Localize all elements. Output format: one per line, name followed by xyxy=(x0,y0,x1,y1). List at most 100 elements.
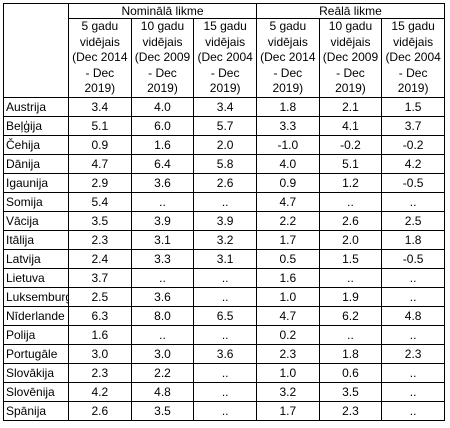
value-cell: -0.5 xyxy=(381,173,445,193)
value-cell: 3.7 xyxy=(68,268,132,288)
value-cell: 2.3 xyxy=(318,401,383,421)
table-row: Igaunija 2.9 3.6 2.6 0.9 1.2 -0.5 xyxy=(3,173,445,193)
sub-header: 5 gadu vidējais (Dec 2014 - Dec 2019) xyxy=(255,18,320,98)
table-row: Austrija 3.4 4.0 3.4 1.8 2.1 1.5 xyxy=(3,97,445,117)
value-cell: .. xyxy=(318,268,383,288)
value-cell: 2.1 xyxy=(318,97,383,117)
table-row: Polija 1.6.... 0.2.... xyxy=(3,325,445,345)
value-cell: .. xyxy=(193,192,257,212)
country-cell: Čehija xyxy=(3,135,69,155)
value-cell: 3.0 xyxy=(130,344,195,364)
country-cell: Polija xyxy=(3,325,69,345)
sub-header: 10 gadu vidējais (Dec 2009 - Dec 2019) xyxy=(318,18,383,98)
value-cell: 1.8 xyxy=(381,230,445,250)
value-cell: 0.2 xyxy=(255,325,320,345)
table-row: Somija 5.4.... 4.7.... xyxy=(3,192,445,212)
value-cell: 2.3 xyxy=(381,344,445,364)
value-cell: 3.5 xyxy=(130,401,195,421)
value-cell: 2.2 xyxy=(130,363,195,383)
country-cell: Latvija xyxy=(3,249,69,269)
country-cell: Dānija xyxy=(3,154,69,174)
value-cell: 4.8 xyxy=(130,382,195,402)
value-cell: .. xyxy=(193,401,257,421)
pension-returns-table: Nominālā likme Reālā likme 5 gadu vidēja… xyxy=(3,3,445,421)
group-header-real: Reālā likme xyxy=(255,3,445,19)
value-cell: 1.6 xyxy=(130,135,195,155)
value-cell: 2.3 xyxy=(255,344,320,364)
value-cell: 2.0 xyxy=(318,230,383,250)
country-cell: Lietuva xyxy=(3,268,69,288)
value-cell: -0.2 xyxy=(381,135,445,155)
country-cell: Austrija xyxy=(3,97,69,117)
value-cell: 3.9 xyxy=(130,211,195,231)
value-cell: 1.5 xyxy=(318,249,383,269)
value-cell: 1.6 xyxy=(255,268,320,288)
value-cell: .. xyxy=(381,287,445,307)
value-cell: 0.5 xyxy=(255,249,320,269)
corner-cell xyxy=(3,3,69,98)
value-cell: 1.2 xyxy=(318,173,383,193)
value-cell: 2.6 xyxy=(318,211,383,231)
value-cell: .. xyxy=(381,192,445,212)
value-cell: 1.7 xyxy=(255,401,320,421)
value-cell: .. xyxy=(381,363,445,383)
value-cell: 5.7 xyxy=(193,116,257,136)
value-cell: 3.6 xyxy=(130,173,195,193)
country-cell: Itālija xyxy=(3,230,69,250)
value-cell: .. xyxy=(130,268,195,288)
table-body: Austrija 3.4 4.0 3.4 1.8 2.1 1.5 Beļģija 5.1 6.0 5… xyxy=(3,97,445,421)
table-row: Beļģija 5.1 6.0 5.7 3.3 4.1 3.7 xyxy=(3,116,445,136)
table-row: Dānija 4.7 6.4 5.8 4.0 5.1 4.2 xyxy=(3,154,445,174)
table-row: Slovākija 2.3 2.2.. 1.0 0.6.. xyxy=(3,363,445,383)
table-row: Itālija 2.3 3.1 3.2 1.7 2.0 1.8 xyxy=(3,230,445,250)
group-header-nominal: Nominālā likme xyxy=(68,3,257,19)
table-row: Luksemburg 2.5 3.6.. 1.0 1.9.. xyxy=(3,287,445,307)
country-cell: Nīderlande xyxy=(3,306,69,326)
table-row: Spānija 2.6 3.5.. 1.7 2.3.. xyxy=(3,401,445,421)
value-cell: 4.7 xyxy=(68,154,132,174)
value-cell: 6.3 xyxy=(68,306,132,326)
value-cell: 1.8 xyxy=(318,344,383,364)
value-cell: .. xyxy=(318,325,383,345)
value-cell: 2.3 xyxy=(68,363,132,383)
value-cell: 6.5 xyxy=(193,306,257,326)
value-cell: .. xyxy=(193,363,257,383)
value-cell: 2.4 xyxy=(68,249,132,269)
country-cell: Vācija xyxy=(3,211,69,231)
value-cell: 5.8 xyxy=(193,154,257,174)
value-cell: 2.3 xyxy=(68,230,132,250)
table-row: Slovēnija 4.2 4.8.. 3.2 3.5.. xyxy=(3,382,445,402)
value-cell: 6.2 xyxy=(318,306,383,326)
value-cell: 3.9 xyxy=(193,211,257,231)
value-cell: .. xyxy=(193,287,257,307)
value-cell: 4.7 xyxy=(255,306,320,326)
value-cell: .. xyxy=(130,192,195,212)
value-cell: 2.2 xyxy=(255,211,320,231)
table-row: Lietuva 3.7.... 1.6.... xyxy=(3,268,445,288)
value-cell: 4.2 xyxy=(381,154,445,174)
value-cell: 3.6 xyxy=(193,344,257,364)
value-cell: -1.0 xyxy=(255,135,320,155)
value-cell: 1.8 xyxy=(255,97,320,117)
table-row: Čehija 0.9 1.6 2.0 -1.0 -0.2 -0.2 xyxy=(3,135,445,155)
value-cell: 2.6 xyxy=(68,401,132,421)
value-cell: 1.9 xyxy=(318,287,383,307)
sub-header: 15 gadu vidējais (Dec 2004 - Dec 2019) xyxy=(193,18,257,98)
value-cell: .. xyxy=(381,401,445,421)
value-cell: 2.9 xyxy=(68,173,132,193)
value-cell: .. xyxy=(381,325,445,345)
value-cell: 3.4 xyxy=(193,97,257,117)
value-cell: -0.2 xyxy=(318,135,383,155)
country-cell: Slovākija xyxy=(3,363,69,383)
value-cell: 2.6 xyxy=(193,173,257,193)
table-row: Portugāle 3.0 3.0 3.6 2.3 1.8 2.3 xyxy=(3,344,445,364)
value-cell: 2.0 xyxy=(193,135,257,155)
sub-header-row: 5 gadu vidējais (Dec 2014 - Dec 2019) 10… xyxy=(4,18,445,98)
sub-header: 15 gadu vidējais (Dec 2004 - Dec 2019) xyxy=(381,18,445,98)
group-header-row: Nominālā likme Reālā likme xyxy=(3,3,445,98)
value-cell: 4.8 xyxy=(381,306,445,326)
value-cell: 3.5 xyxy=(318,382,383,402)
value-cell: 1.6 xyxy=(68,325,132,345)
value-cell: 4.0 xyxy=(255,154,320,174)
country-cell: Luksemburg xyxy=(3,287,69,307)
